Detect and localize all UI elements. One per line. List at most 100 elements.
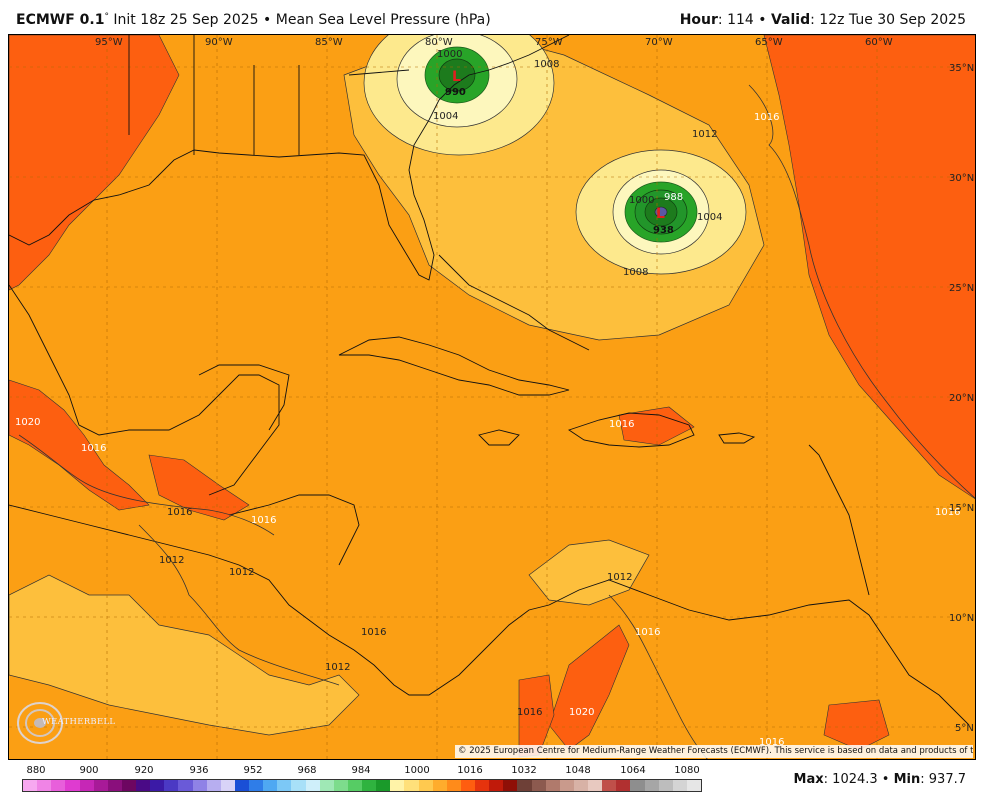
isobar-1016-venezuela	[608, 594, 708, 759]
isobar-label: 1012	[692, 129, 717, 140]
colorbar-swatch	[150, 780, 165, 791]
latitude-label: 5°N	[955, 723, 974, 734]
cuba	[338, 336, 570, 396]
colorbar-tick-label: 1016	[457, 765, 483, 776]
low-region-1012-southwest	[9, 574, 360, 736]
longitude-label: 60°W	[865, 37, 893, 48]
colorbar-swatch	[319, 780, 334, 791]
max-value: : 1024.3	[823, 772, 878, 787]
colorbar-swatch	[136, 780, 151, 791]
colorbar-swatch	[503, 780, 518, 791]
colorbar-tick-label: 880	[26, 765, 46, 776]
latitude-label: 35°N	[949, 63, 974, 74]
field-stats: Max: 1024.3 • Min: 937.7	[794, 772, 966, 787]
isobar-label: 1016	[759, 737, 784, 748]
isobar-label: 1004	[697, 212, 722, 223]
north-low-symbol: L	[452, 69, 461, 85]
isobar-label: 1008	[534, 59, 559, 70]
latitude-label: 25°N	[949, 283, 974, 294]
colorbar-swatch	[121, 780, 136, 791]
colorbar-swatch	[531, 780, 546, 791]
isobar-label: 1004	[433, 111, 458, 122]
colorbar-swatch	[616, 780, 631, 791]
colorbar-tick-label: 952	[243, 765, 263, 776]
colorbar-swatch	[545, 780, 560, 791]
colorbar-swatch	[333, 780, 348, 791]
isobar-label: 1016	[251, 515, 276, 526]
latitude-label: 30°N	[949, 173, 974, 184]
colorbar-swatch	[460, 780, 475, 791]
colorbar: 880 900 920 936 952 968 984 1000 1016 10…	[22, 764, 702, 794]
colorbar-swatch	[559, 780, 574, 791]
colorbar-tick-label: 1000	[404, 765, 430, 776]
isobar-1016-west	[18, 434, 275, 536]
colorbar-swatch	[291, 780, 306, 791]
grid-lines	[9, 35, 975, 759]
isobar-1016-north	[748, 84, 975, 499]
hispaniola	[567, 412, 695, 448]
colorbar-swatch	[517, 780, 532, 791]
colorbar-swatch	[630, 780, 645, 791]
max-label: Max	[793, 772, 824, 787]
isobar-label: 1016	[81, 443, 106, 454]
colorbar-swatch	[573, 780, 588, 791]
high-pressure-south-3	[823, 699, 890, 751]
map-header: ECMWF 0.1° Init 18z 25 Sep 2025 • Mean S…	[0, 0, 984, 34]
puerto-rico	[718, 432, 756, 444]
colorbar-swatch	[432, 780, 447, 791]
colorbar-swatches	[22, 779, 702, 792]
colorbar-swatch	[23, 780, 38, 791]
colorbar-swatch	[249, 780, 264, 791]
colorbar-swatch	[418, 780, 433, 791]
valid-value: : 12z Tue 30 Sep 2025	[810, 12, 966, 28]
isobar-label: 1000	[437, 49, 462, 60]
high-pressure-atlantic	[763, 35, 975, 500]
colorbar-swatch	[107, 780, 122, 791]
longitude-label: 80°W	[425, 37, 453, 48]
longitude-label: 95°W	[95, 37, 123, 48]
hurricane-low-symbol: L	[656, 206, 665, 222]
colorbar-tick-label: 1032	[511, 765, 537, 776]
isobar-label: 1016	[635, 627, 660, 638]
stats-separator: •	[881, 772, 890, 787]
coastlines	[9, 35, 970, 726]
colorbar-swatch	[347, 780, 362, 791]
high-pressure-carib	[618, 406, 695, 446]
colorbar-swatch	[93, 780, 108, 791]
longitude-label: 70°W	[645, 37, 673, 48]
colorbar-swatch	[79, 780, 94, 791]
isobar-label: 1020	[569, 707, 594, 718]
isobar-label: 1016	[361, 627, 386, 638]
isobar-label: 1008	[623, 267, 648, 278]
valid-label: Valid	[770, 12, 811, 28]
colorbar-swatch	[376, 780, 391, 791]
colorbar-swatch	[37, 780, 52, 791]
hour-label: Hour	[679, 12, 718, 28]
colorbar-tick-label: 1080	[674, 765, 700, 776]
pressure-map[interactable]: L L 1000 990 1004 1008 1012 1016 1000 98…	[8, 34, 976, 760]
colorbar-swatch	[602, 780, 617, 791]
lesser-antilles	[808, 444, 870, 596]
colorbar-swatch	[220, 780, 235, 791]
latitude-label: 10°N	[949, 613, 974, 624]
header-valid-time: Hour: 114 • Valid: 12z Tue 30 Sep 2025	[680, 12, 966, 28]
jamaica	[478, 429, 520, 446]
isobar-label: 1020	[15, 417, 40, 428]
longitude-label: 90°W	[205, 37, 233, 48]
colorbar-swatch	[234, 780, 249, 791]
min-label: Min	[893, 772, 921, 787]
colorbar-swatch	[390, 780, 405, 791]
copyright-credit: © 2025 European Centre for Medium-Range …	[455, 745, 973, 758]
longitude-label: 85°W	[315, 37, 343, 48]
min-value: : 937.7	[920, 772, 966, 787]
isobar-label: 988	[664, 192, 683, 203]
colorbar-labels: 880 900 920 936 952 968 984 1000 1016 10…	[22, 764, 702, 778]
colorbar-tick-label: 1048	[565, 765, 591, 776]
us-gulf-coast	[9, 35, 570, 281]
init-time: Init 18z 25 Sep 2025	[113, 12, 259, 28]
colorbar-swatch	[446, 780, 461, 791]
isobar-label: 1012	[325, 662, 350, 673]
isobar-label: 1016	[754, 112, 779, 123]
colorbar-swatch	[263, 780, 278, 791]
colorbar-swatch	[644, 780, 659, 791]
